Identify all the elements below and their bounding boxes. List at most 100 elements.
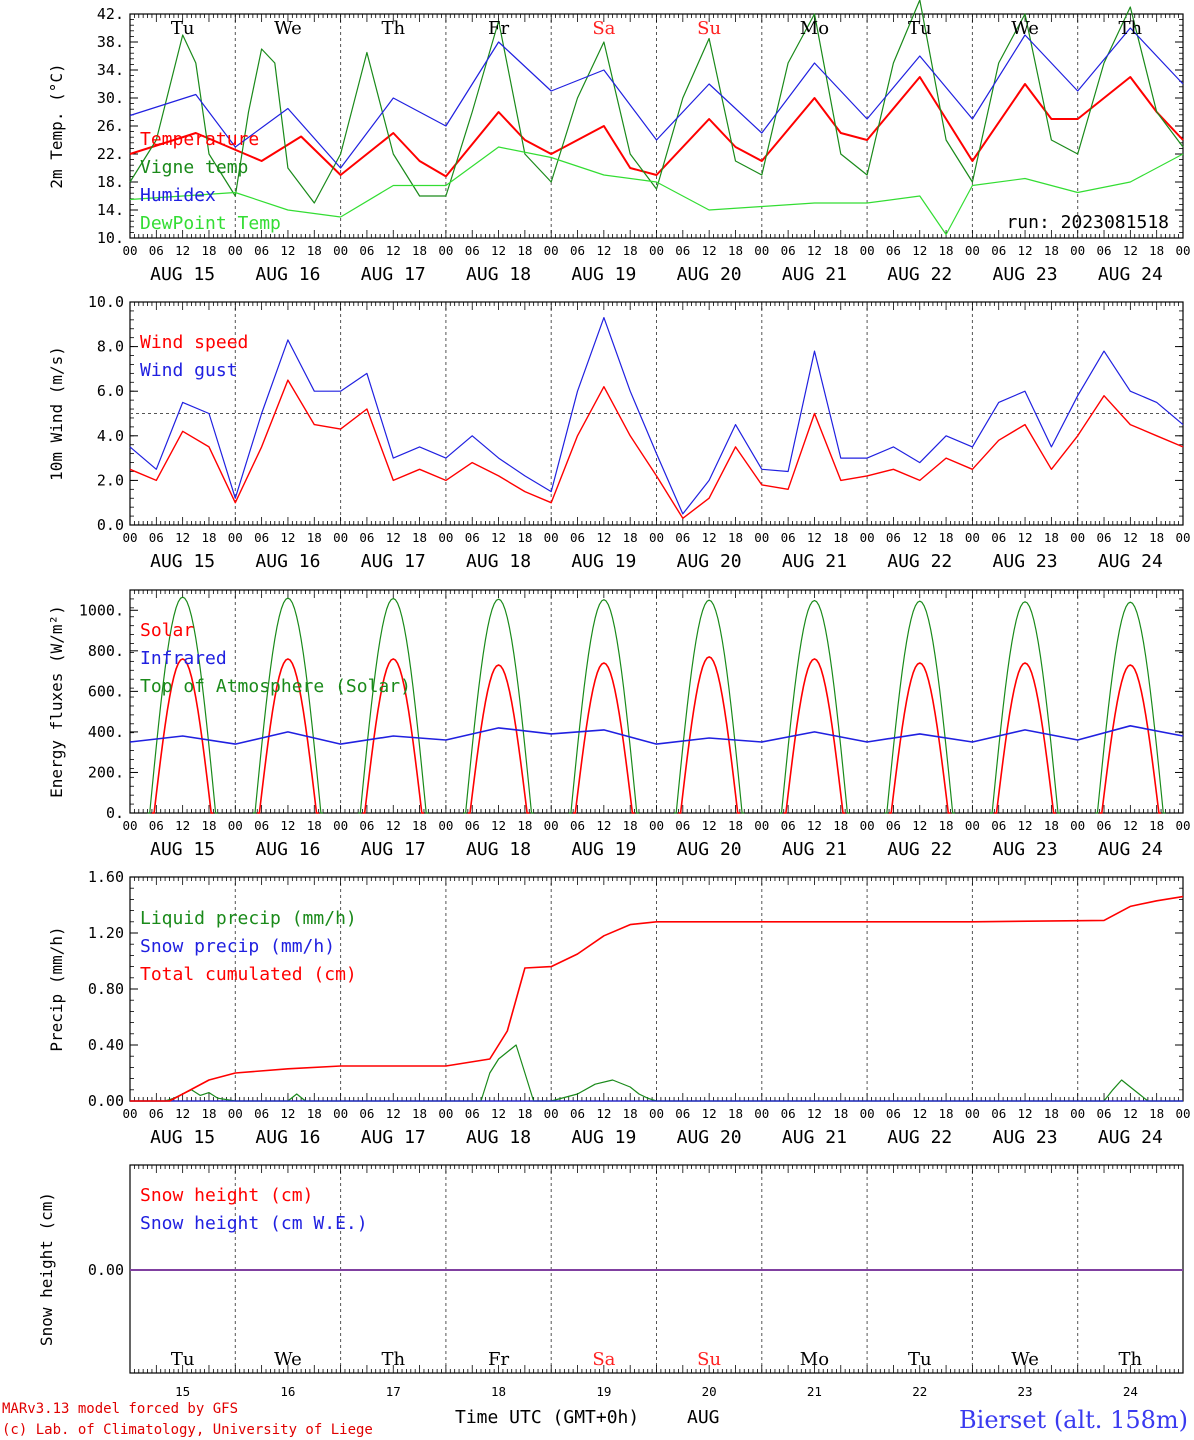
hour-tick-label: 00	[965, 1106, 980, 1121]
hour-tick-label: 00	[438, 243, 453, 258]
y-tick-label: 800.	[88, 642, 124, 660]
date-label: AUG 16	[255, 1127, 320, 1148]
solar-arc	[994, 662, 1056, 814]
day-number: 19	[596, 1384, 611, 1399]
hour-tick-label: 18	[833, 243, 848, 258]
panel-1	[129, 13, 1184, 239]
wind-gust-line	[129, 317, 1184, 515]
day-label: Sa	[592, 1349, 615, 1370]
hour-tick-label: 18	[1149, 818, 1164, 833]
toa-solar-arc	[568, 599, 639, 814]
day-label: Tu	[908, 18, 932, 39]
day-label: Fr	[488, 1349, 509, 1370]
day-number: 21	[807, 1384, 822, 1399]
hour-tick-label: 12	[807, 530, 822, 545]
hour-tick-label: 18	[728, 1106, 743, 1121]
date-label: AUG 19	[571, 264, 636, 285]
hour-tick-label: 12	[807, 818, 822, 833]
hour-tick-label: 00	[228, 530, 243, 545]
date-label: AUG 15	[150, 551, 215, 572]
toa-solar-arc	[252, 597, 324, 814]
date-label: AUG 20	[677, 839, 742, 860]
hour-tick-label: 06	[254, 1106, 269, 1121]
y-tick-label: 8.0	[97, 338, 124, 356]
hour-tick-label: 12	[386, 818, 401, 833]
hour-tick-label: 06	[149, 530, 164, 545]
date-label: AUG 16	[255, 264, 320, 285]
hour-tick-label: 12	[386, 1106, 401, 1121]
date-label: AUG 16	[255, 839, 320, 860]
day-label: Th	[1119, 1349, 1143, 1370]
hour-tick-label: 18	[412, 818, 427, 833]
day-label: We	[1011, 18, 1039, 39]
hour-tick-label: 06	[1096, 1106, 1111, 1121]
solar-arc	[257, 658, 319, 814]
toa-solar-arc	[779, 599, 850, 814]
hour-tick-label: 06	[254, 818, 269, 833]
y-tick-label: 0.00	[88, 1261, 124, 1279]
solar-arc	[889, 662, 951, 814]
y-tick-label: 0.	[106, 804, 124, 822]
hour-tick-label: 06	[359, 530, 374, 545]
run-annotation: run: 2023081518	[1006, 212, 1169, 233]
legend-entry: Snow height (cm)	[140, 1185, 313, 1206]
hour-tick-label: 00	[1175, 243, 1190, 258]
hour-tick-label: 06	[991, 1106, 1006, 1121]
date-label: AUG 22	[887, 264, 952, 285]
y-tick-label: 1.20	[88, 924, 124, 942]
hour-tick-label: 12	[596, 818, 611, 833]
hour-tick-label: 12	[280, 1106, 295, 1121]
hour-tick-label: 12	[491, 1106, 506, 1121]
legend-entry: Infrared	[140, 648, 227, 669]
day-label: We	[274, 18, 302, 39]
hour-tick-label: 12	[912, 243, 927, 258]
hour-tick-label: 06	[570, 1106, 585, 1121]
legend-entry: Wind speed	[140, 332, 248, 353]
hour-tick-label: 06	[465, 818, 480, 833]
y-tick-label: 14.	[97, 201, 124, 219]
day-number: 16	[280, 1384, 295, 1399]
y-axis-label: Energy fluxes (W/m²)	[47, 605, 66, 798]
legend-entry: Top of Atmosphere (Solar)	[140, 676, 411, 697]
hour-tick-label: 00	[438, 818, 453, 833]
y-tick-label: 1000.	[79, 601, 124, 619]
date-label: AUG 24	[1098, 839, 1163, 860]
hour-tick-label: 00	[544, 243, 559, 258]
toa-solar-arc	[674, 599, 745, 814]
date-label: AUG 18	[466, 1127, 531, 1148]
hour-tick-label: 18	[201, 243, 216, 258]
date-label: AUG 18	[466, 839, 531, 860]
date-label: AUG 23	[993, 551, 1058, 572]
hour-tick-label: 00	[754, 1106, 769, 1121]
hour-tick-label: 12	[491, 530, 506, 545]
series-blue	[129, 27, 1184, 169]
date-label: AUG 17	[361, 839, 426, 860]
toa-solar-arc	[1095, 601, 1166, 814]
hour-tick-label: 00	[333, 1106, 348, 1121]
x-axis-label: Time UTC (GMT+0h)	[455, 1407, 639, 1428]
hour-tick-label: 06	[1096, 243, 1111, 258]
hour-tick-label: 12	[1018, 818, 1033, 833]
hour-tick-label: 00	[965, 243, 980, 258]
hour-tick-label: 00	[438, 530, 453, 545]
hour-tick-label: 12	[702, 818, 717, 833]
y-tick-label: 400.	[88, 723, 124, 741]
solar-arc	[151, 658, 214, 814]
hour-tick-label: 06	[675, 243, 690, 258]
hour-tick-label: 06	[781, 818, 796, 833]
series-darkgreen	[129, 0, 1184, 204]
panel-3	[129, 589, 1184, 814]
hour-tick-label: 18	[728, 530, 743, 545]
hour-tick-label: 06	[781, 530, 796, 545]
legend-entry: DewPoint Temp	[140, 213, 281, 234]
date-label: AUG 21	[782, 1127, 847, 1148]
y-tick-label: 4.0	[97, 427, 124, 445]
hour-tick-label: 00	[649, 243, 664, 258]
day-number: 24	[1123, 1384, 1138, 1399]
y-tick-label: 18.	[97, 173, 124, 191]
hour-tick-label: 18	[1149, 1106, 1164, 1121]
y-axis-label: 2m Temp. (°C)	[47, 63, 66, 188]
day-number: 18	[491, 1384, 506, 1399]
toa-solar-arc	[884, 600, 955, 814]
y-tick-label: 0.80	[88, 980, 124, 998]
